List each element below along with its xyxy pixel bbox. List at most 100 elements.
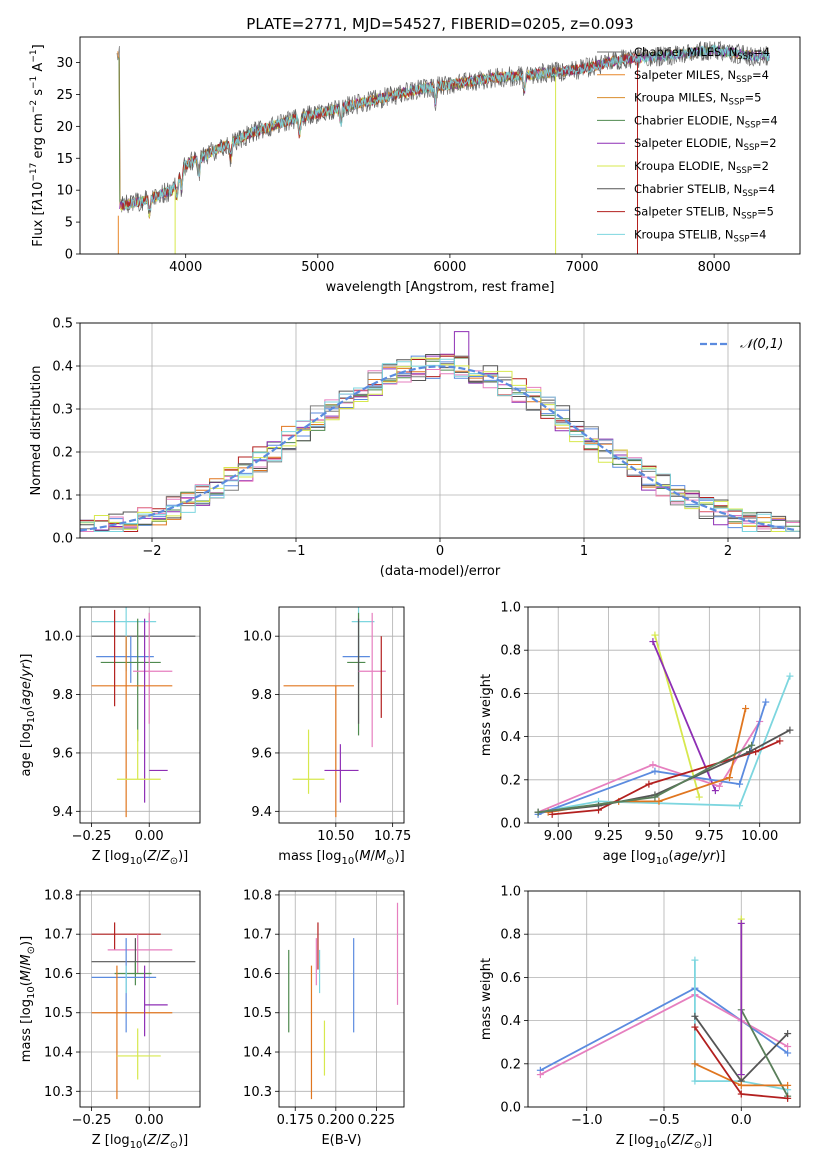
x-axis-label: wavelength [Angstrom, rest frame] — [326, 280, 555, 295]
x-tick-label: 0.225 — [358, 1113, 395, 1128]
y-tick-label: 0.4 — [500, 730, 521, 745]
x-tick-label: −0.25 — [72, 1113, 112, 1128]
spectrum-series — [121, 44, 770, 212]
y-tick-label: 0.5 — [52, 317, 73, 332]
y-tick-label: 0.3 — [52, 403, 73, 418]
y-tick-label: 10.3 — [243, 1085, 272, 1100]
legend-entry: Chabrier MILES, NSSP=4 — [634, 45, 770, 62]
weight-series — [537, 675, 791, 814]
y-tick-label: 25 — [56, 88, 73, 103]
y-tick-label: 10.6 — [44, 967, 73, 982]
legend-entry: Salpeter MILES, NSSP=4 — [634, 68, 769, 85]
x-tick-label: −0.25 — [72, 829, 112, 844]
y-axis-label: Flux [fλ10−17 erg cm−2 s−1 A−1] — [29, 44, 46, 246]
y-axis-label: age [log10(age/yr)] — [19, 654, 37, 777]
y-tick-label: 0.2 — [52, 446, 73, 461]
weight-series — [539, 987, 789, 1072]
y-tick-label: 0.4 — [500, 1014, 521, 1029]
plot-layer: 4000 5000 6000 7000 8000051015202530waveleng… — [19, 36, 801, 1151]
x-tick-label: 9.75 — [695, 829, 724, 844]
weight-lines — [534, 631, 794, 818]
y-tick-label: 20 — [56, 120, 73, 135]
y-axis-label: mass weight — [479, 958, 494, 1040]
x-axis-label: mass [log10(M/M⊙)] — [278, 849, 404, 867]
histograms — [80, 331, 800, 532]
y-tick-label: 0.8 — [500, 644, 521, 659]
panel-mass_weight_vs_Z: −1.0 −0.5 0.0 0.0 0.2 0.4 0.6 0.8 1.0 Z [log10(Z/… — [479, 885, 801, 1151]
y-tick-label: 10.0 — [243, 630, 272, 645]
legend-entry: Salpeter ELODIE, NSSP=2 — [634, 136, 777, 153]
weight-series — [652, 641, 717, 791]
gaussian-curve — [80, 365, 798, 532]
residual-legend: 𝒩(0,1) — [700, 337, 783, 352]
legend-entry: Salpeter STELIB, NSSP=5 — [634, 205, 774, 222]
panel-age_vs_Z: −0.25 0.00 9.4 9.6 9.8 10.0 Z [log10(Z/Z⊙)] age… — [19, 606, 201, 867]
axes-frame — [79, 322, 801, 539]
x-tick-label: 7000 — [565, 260, 598, 275]
x-tick-label: 9.25 — [594, 829, 623, 844]
weight-series — [537, 701, 767, 816]
x-tick-label: 8000 — [698, 260, 731, 275]
x-tick-label: 10.75 — [374, 829, 411, 844]
x-tick-label: 6000 — [433, 260, 466, 275]
panel-age_vs_mass: 10.50 10.75 9.4 9.6 9.8 10.0 mass [log10(M/M⊙)… — [243, 606, 411, 867]
spectrum-series — [119, 66, 557, 218]
y-tick-label: 10.4 — [44, 1046, 73, 1061]
x-axis-label: age [log10(age/yr)] — [603, 849, 726, 867]
y-tick-label: 5 — [65, 216, 73, 231]
x-tick-label: 4000 — [169, 260, 202, 275]
x-axis-label: Z [log10(Z/Z⊙)] — [92, 1133, 189, 1151]
x-tick-label: 0.00 — [135, 1113, 164, 1128]
y-tick-label: 0.4 — [52, 360, 73, 375]
y-tick-label: 9.8 — [251, 688, 272, 703]
y-tick-label: 0.2 — [500, 773, 521, 788]
axes-frame — [79, 890, 201, 1108]
x-tick-label: −1.0 — [571, 1113, 603, 1128]
y-tick-label: 9.8 — [52, 688, 73, 703]
axes-frame — [527, 890, 801, 1108]
y-tick-label: 10.8 — [44, 888, 73, 903]
y-tick-label: 15 — [56, 152, 73, 167]
y-tick-label: 9.4 — [251, 805, 272, 820]
panel-mass_vs_Z: −0.25 0.00 10.3 10.4 10.5 10.6 10.7 10.8 Z [log1… — [19, 888, 201, 1151]
legend-entry: Chabrier STELIB, NSSP=4 — [634, 182, 775, 199]
y-tick-label: 10.8 — [243, 888, 272, 903]
y-tick-label: 0.0 — [52, 532, 73, 547]
x-tick-label: 0.0 — [731, 1113, 752, 1128]
x-axis-label: (data-model)/error — [380, 564, 501, 579]
x-tick-label: −2 — [142, 544, 161, 559]
figure-title: PLATE=2771, MJD=54527, FIBERID=0205, z=0… — [246, 15, 633, 33]
panel-residuals: −2 −1 0 1 2 0.0 0.1 0.2 0.3 0.4 0.5 (data-model)/er… — [29, 317, 801, 579]
x-tick-label: 2 — [724, 544, 732, 559]
y-tick-label: 0.8 — [500, 928, 521, 943]
y-tick-label: 10.7 — [243, 928, 272, 943]
weight-lines — [536, 915, 792, 1102]
spectrum-series — [120, 40, 770, 214]
x-axis-label: Z [log10(Z/Z⊙)] — [92, 849, 189, 867]
y-tick-label: 9.6 — [52, 746, 73, 761]
y-tick-label: 10.5 — [243, 1006, 272, 1021]
panel-spectrum: 4000 5000 6000 7000 8000 0 5 10 15 20 25 30 waveleng… — [29, 36, 801, 295]
y-tick-label: 10.0 — [44, 630, 73, 645]
x-tick-label: 0 — [436, 544, 444, 559]
x-tick-label: 1 — [580, 544, 588, 559]
y-tick-label: 10.7 — [44, 928, 73, 943]
y-tick-label: 0.0 — [500, 1101, 521, 1116]
x-axis-label: Z [log10(Z/Z⊙)] — [616, 1133, 713, 1151]
axes-frame — [278, 606, 405, 824]
y-tick-label: 10 — [56, 184, 73, 199]
panel-mass_vs_ebv: 0.175 0.200 0.225 10.3 10.4 10.5 10.6 10.7 10.8 E… — [243, 888, 405, 1148]
x-tick-label: 9.50 — [644, 829, 673, 844]
y-tick-label: 0.1 — [52, 489, 73, 504]
spectrum-lines — [116, 40, 771, 254]
y-axis-label: mass weight — [479, 674, 494, 756]
x-tick-label: 0.00 — [135, 829, 164, 844]
y-tick-label: 0.6 — [500, 971, 521, 986]
legend-entry: Kroupa STELIB, NSSP=4 — [634, 227, 766, 244]
weight-series — [539, 993, 789, 1076]
y-tick-label: 9.4 — [52, 805, 73, 820]
errorbars — [91, 922, 196, 1100]
x-axis-label: E(B-V) — [321, 1133, 361, 1148]
panel-mass_weight_vs_age: 9.00 9.25 9.50 9.75 10.00 0.0 0.2 0.4 0.6 0.8 1.0 a… — [479, 601, 801, 867]
axes-frame — [527, 606, 801, 824]
